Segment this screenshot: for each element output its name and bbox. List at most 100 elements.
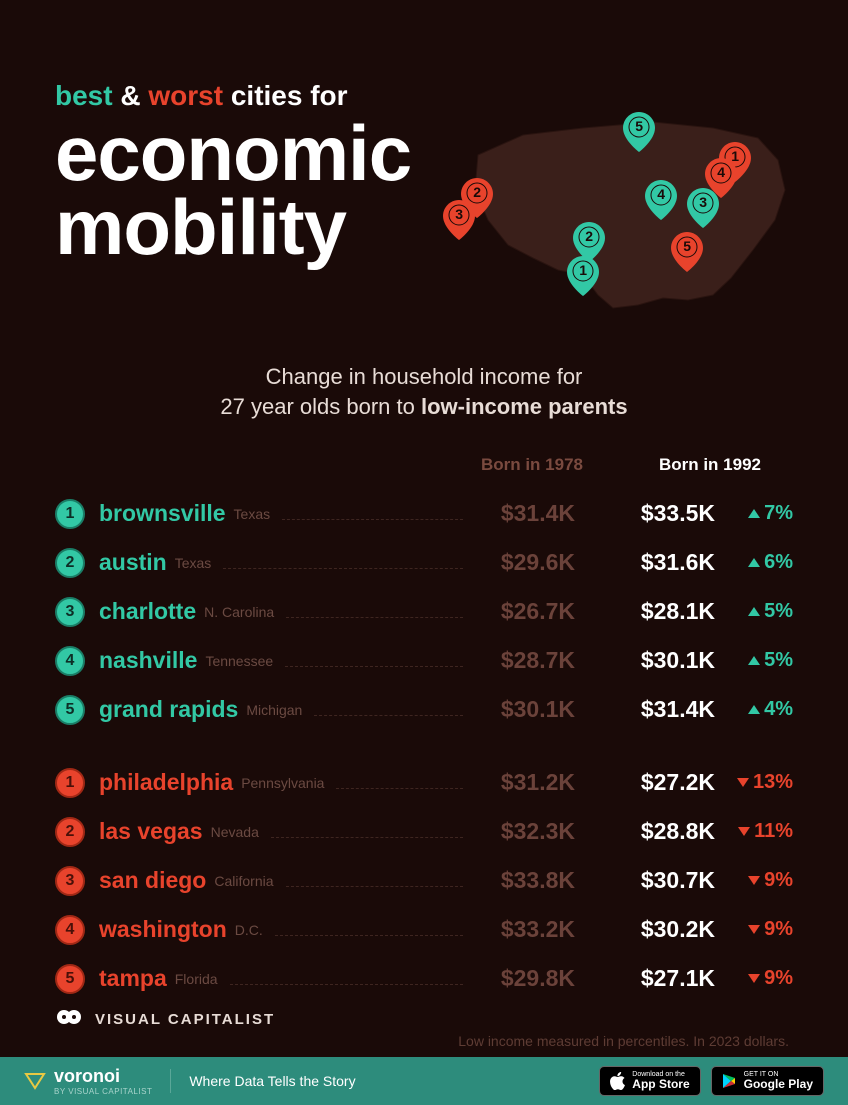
rank-badge: 5	[55, 695, 85, 725]
map-pin-label: 4	[705, 164, 737, 180]
map-pin: 3	[443, 200, 475, 240]
title-line2: mobility	[55, 190, 411, 264]
voronoi-name: voronoi	[54, 1066, 152, 1087]
value-1978: $31.2K	[475, 769, 575, 796]
us-map: 5432114523	[431, 100, 793, 330]
map-pin: 5	[623, 112, 655, 152]
map-pin-label: 2	[461, 184, 493, 200]
visual-capitalist-brand: VISUAL CAPITALIST	[55, 1005, 275, 1033]
table-row: 2austinTexas$29.6K$31.6K6%	[55, 538, 793, 587]
state-name: California	[214, 873, 273, 889]
visual-capitalist-text: VISUAL CAPITALIST	[95, 1011, 275, 1028]
rank-badge: 4	[55, 646, 85, 676]
table-row: 4nashvilleTennessee$28.7K$30.1K5%	[55, 636, 793, 685]
arrow-up-icon	[748, 607, 760, 616]
city-name: austin	[99, 549, 167, 576]
subhead-l2b: low-income parents	[421, 394, 628, 419]
rank-badge: 1	[55, 499, 85, 529]
bar-divider	[170, 1069, 171, 1093]
arrow-up-icon	[748, 558, 760, 567]
table-row: 3san diegoCalifornia$33.8K$30.7K9%	[55, 856, 793, 905]
value-1978: $30.1K	[475, 696, 575, 723]
delta-value: 9%	[721, 967, 793, 990]
arrow-down-icon	[737, 778, 749, 787]
city-name: brownsville	[99, 500, 226, 527]
google-play-icon	[722, 1073, 738, 1089]
leader-line	[223, 568, 463, 569]
city-name: tampa	[99, 965, 167, 992]
leader-line	[314, 715, 463, 716]
state-name: Texas	[234, 506, 271, 522]
delta-value: 6%	[721, 551, 793, 574]
delta-value: 9%	[721, 918, 793, 941]
delta-value: 13%	[721, 771, 793, 794]
map-pin-label: 5	[623, 118, 655, 134]
rank-badge: 3	[55, 866, 85, 896]
arrow-up-icon	[748, 705, 760, 714]
map-pin: 5	[671, 232, 703, 272]
footnote-l1: Low income measured in percentiles. In 2…	[55, 1031, 789, 1052]
value-1992: $31.4K	[603, 696, 715, 723]
app-store-badge[interactable]: Download on the App Store	[599, 1066, 700, 1096]
col-1992: Born in 1992	[621, 455, 761, 475]
table-row: 1brownsvilleTexas$31.4K$33.5K7%	[55, 489, 793, 538]
rank-badge: 4	[55, 915, 85, 945]
value-1978: $29.8K	[475, 965, 575, 992]
table-row: 4washingtonD.C.$33.2K$30.2K9%	[55, 905, 793, 954]
section-gap	[55, 734, 793, 758]
rank-badge: 2	[55, 548, 85, 578]
city-name: washington	[99, 916, 227, 943]
city-name: las vegas	[99, 818, 203, 845]
delta-value: 7%	[721, 502, 793, 525]
state-name: Texas	[175, 555, 212, 571]
google-play-badge[interactable]: GET IT ON Google Play	[711, 1066, 824, 1096]
value-1978: $31.4K	[475, 500, 575, 527]
state-name: Michigan	[246, 702, 302, 718]
table-row: 2las vegasNevada$32.3K$28.8K11%	[55, 807, 793, 856]
col-1978: Born in 1978	[443, 455, 583, 475]
value-1992: $31.6K	[603, 549, 715, 576]
main-title: economic mobility	[55, 116, 411, 264]
arrow-down-icon	[748, 876, 760, 885]
value-1978: $26.7K	[475, 598, 575, 625]
play-big: Google Play	[744, 1078, 813, 1091]
city-name: san diego	[99, 867, 206, 894]
pre-title: best & worst cities for	[55, 80, 411, 112]
table-row: 1philadelphiaPennsylvania$31.2K$27.2K13%	[55, 758, 793, 807]
arrow-down-icon	[748, 974, 760, 983]
map-pin: 4	[645, 180, 677, 220]
value-1978: $33.2K	[475, 916, 575, 943]
delta-value: 9%	[721, 869, 793, 892]
voronoi-sub: BY VISUAL CAPITALIST	[54, 1087, 152, 1096]
state-name: D.C.	[235, 922, 263, 938]
leader-line	[286, 886, 464, 887]
value-1992: $28.8K	[603, 818, 715, 845]
arrow-up-icon	[748, 509, 760, 518]
state-name: N. Carolina	[204, 604, 274, 620]
column-headers: Born in 1978 Born in 1992	[55, 455, 793, 475]
value-1992: $27.1K	[603, 965, 715, 992]
leader-line	[271, 837, 463, 838]
map-pin: 4	[705, 158, 737, 198]
title-worst: worst	[148, 80, 223, 111]
value-1992: $30.7K	[603, 867, 715, 894]
table-row: 5grand rapidsMichigan$30.1K$31.4K4%	[55, 685, 793, 734]
voronoi-brand: voronoi BY VISUAL CAPITALIST	[24, 1066, 152, 1096]
leader-line	[286, 617, 463, 618]
title-rest: cities for	[223, 80, 347, 111]
map-pin-label: 4	[645, 186, 677, 202]
leader-line	[275, 935, 463, 936]
value-1978: $28.7K	[475, 647, 575, 674]
map-pin-label: 5	[671, 238, 703, 254]
city-name: grand rapids	[99, 696, 238, 723]
rank-badge: 1	[55, 768, 85, 798]
state-name: Tennessee	[205, 653, 273, 669]
visual-capitalist-logo-icon	[55, 1005, 83, 1033]
apple-icon	[610, 1072, 626, 1090]
state-name: Pennsylvania	[241, 775, 324, 791]
title-amp: &	[120, 80, 140, 111]
voronoi-logo-icon	[24, 1070, 46, 1092]
delta-value: 5%	[721, 600, 793, 623]
city-name: nashville	[99, 647, 197, 674]
state-name: Florida	[175, 971, 218, 987]
